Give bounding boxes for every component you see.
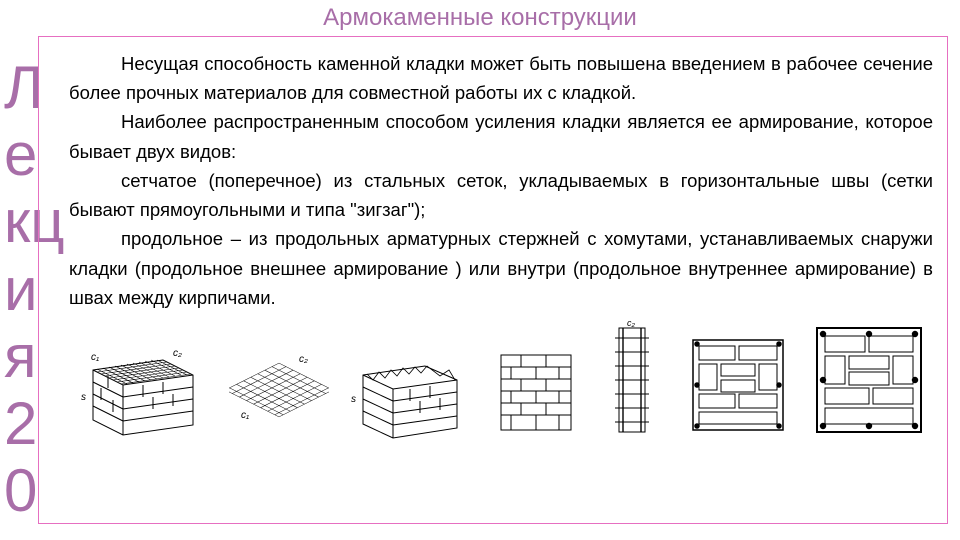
svg-text:s: s <box>351 394 356 405</box>
diagram-flat-mesh: c₂ c₁ <box>229 340 329 440</box>
svg-text:c₂: c₂ <box>173 348 182 359</box>
diagram-brick-wall <box>491 340 581 440</box>
svg-text:c₁: c₁ <box>241 410 249 421</box>
diagrams-row: s c₂ c₁ c₂ c₁ <box>69 320 933 440</box>
svg-text:s: s <box>81 392 86 403</box>
paragraph-4: продольное – из продольных арматурных ст… <box>69 224 933 312</box>
svg-text:c₁: c₁ <box>91 352 99 363</box>
diagram-cross-section-b <box>809 320 929 440</box>
paragraph-3: сетчатое (поперечное) из стальных сеток,… <box>69 166 933 224</box>
svg-text:c₂: c₂ <box>627 320 636 328</box>
svg-text:c₂: c₂ <box>299 354 308 365</box>
content-box: Несущая способность каменной кладки може… <box>38 36 948 524</box>
paragraph-1: Несущая способность каменной кладки може… <box>69 49 933 107</box>
diagram-iso-brick-zigzag: s <box>345 340 475 440</box>
diagram-iso-brick-mesh: s c₂ c₁ <box>73 330 213 440</box>
page-title: Армокаменные конструкции <box>0 0 960 34</box>
paragraph-2: Наиболее распространенным способом усиле… <box>69 107 933 165</box>
diagram-cross-section-a <box>683 330 793 440</box>
diagram-column-stirrups: c₂ <box>597 320 667 440</box>
